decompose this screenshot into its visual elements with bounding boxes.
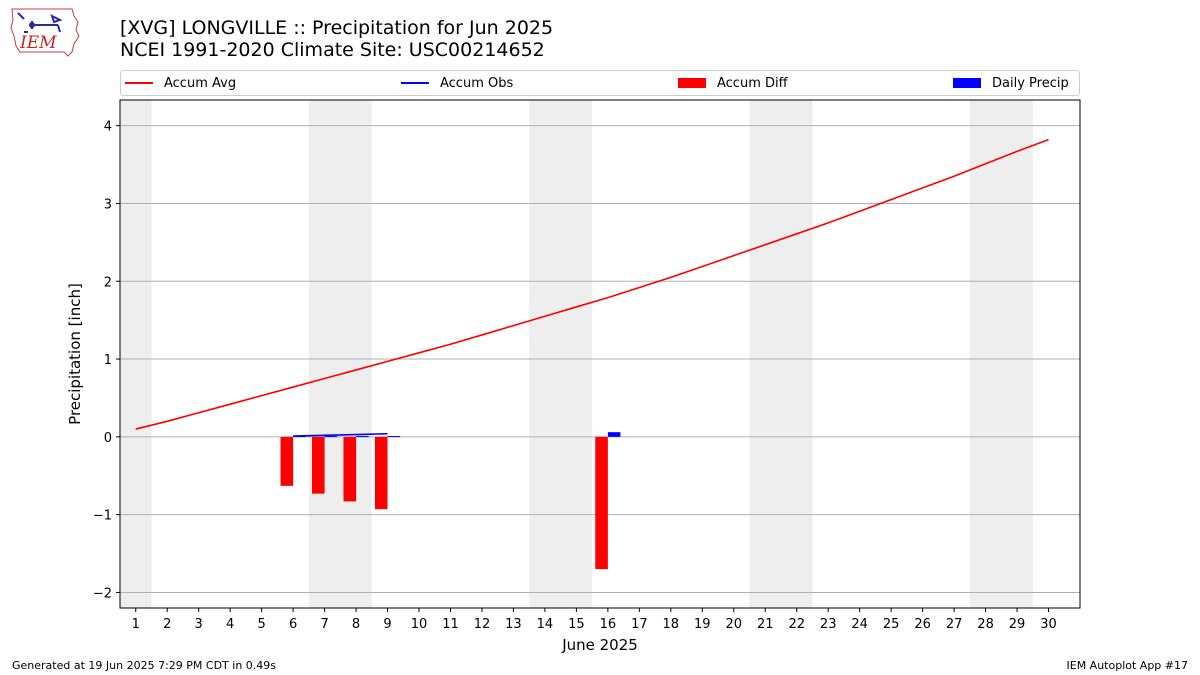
x-tick-label: 8	[352, 617, 360, 632]
x-tick-label: 22	[788, 617, 805, 632]
x-tick-label: 24	[851, 617, 868, 632]
x-tick-label: 19	[694, 617, 711, 632]
legend-item-accum-avg: Accum Avg	[125, 71, 236, 95]
daily-precip-bar	[324, 436, 338, 438]
x-tick-label: 27	[946, 617, 963, 632]
x-tick-label: 21	[757, 617, 774, 632]
x-tick-label: 13	[505, 617, 522, 632]
x-tick-label: 1	[132, 617, 140, 632]
legend-label-accum-avg: Accum Avg	[164, 75, 237, 91]
chart-title: [XVG] LONGVILLE :: Precipitation for Jun…	[120, 17, 554, 39]
accum-diff-bar	[374, 436, 388, 510]
legend-label-accum-diff: Accum Diff	[717, 75, 788, 91]
x-tick-label: 30	[1040, 617, 1057, 632]
x-tick-label: 20	[725, 617, 742, 632]
x-tick-label: 18	[663, 617, 680, 632]
legend: Accum Avg Accum Obs Accum Diff Daily Pre…	[120, 70, 1080, 96]
x-axis-label: June 2025	[561, 636, 638, 654]
accum-obs-line	[293, 432, 388, 437]
legend-swatch-accum-obs	[401, 82, 429, 84]
x-tick-label: 16	[600, 617, 617, 632]
x-tick-label: 23	[820, 617, 837, 632]
x-tick-label: 17	[631, 617, 648, 632]
weekend-band	[969, 100, 1033, 608]
y-tick-label: 0	[104, 431, 112, 446]
y-axis-label: Precipitation [inch]	[66, 283, 84, 425]
x-tick-label: 25	[883, 617, 900, 632]
legend-item-daily-precip: Daily Precip	[953, 71, 1069, 95]
daily-precip-bar	[387, 436, 401, 438]
plot-frame	[119, 99, 1081, 609]
weekend-band	[120, 100, 152, 608]
x-tick-label: 7	[320, 617, 328, 632]
y-tick-label: 3	[104, 197, 112, 212]
logo-text: IEM	[19, 33, 57, 53]
x-tick-label: 4	[226, 617, 234, 632]
y-tick-label: −2	[93, 586, 112, 601]
weekend-band	[529, 100, 593, 608]
legend-label-daily-precip: Daily Precip	[992, 75, 1069, 91]
x-tick-label: 10	[411, 617, 428, 632]
chart-subtitle: NCEI 1991-2020 Climate Site: USC00214652	[120, 39, 545, 61]
accum-diff-bar	[343, 436, 357, 502]
legend-label-accum-obs: Accum Obs	[440, 75, 514, 91]
daily-precip-bar	[607, 432, 621, 437]
x-tick-label: 6	[289, 617, 297, 632]
x-tick-label: 9	[383, 617, 391, 632]
accum-avg-line	[135, 138, 1049, 430]
legend-swatch-daily-precip	[953, 78, 981, 88]
accum-diff-bar	[312, 436, 325, 494]
legend-swatch-accum-diff	[678, 78, 706, 88]
weekend-band	[749, 100, 813, 608]
daily-precip-bar	[356, 436, 369, 438]
y-tick-label: −1	[93, 509, 112, 524]
x-tick-label: 28	[977, 617, 994, 632]
x-tick-label: 26	[914, 617, 931, 632]
x-tick-label: 12	[474, 617, 491, 632]
y-tick-label: 2	[104, 275, 112, 290]
footer-generated: Generated at 19 Jun 2025 7:29 PM CDT in …	[12, 659, 277, 672]
legend-swatch-accum-avg	[125, 82, 153, 84]
footer-app: IEM Autoplot App #17	[1066, 659, 1189, 672]
x-tick-label: 29	[1009, 617, 1026, 632]
x-tick-label: 3	[195, 617, 203, 632]
x-tick-label: 2	[163, 617, 171, 632]
legend-item-accum-diff: Accum Diff	[678, 71, 788, 95]
accum-diff-bar	[595, 436, 608, 570]
x-tick-label: 14	[537, 617, 554, 632]
legend-item-accum-obs: Accum Obs	[401, 71, 513, 95]
x-tick-label: 11	[442, 617, 459, 632]
y-tick-label: 1	[104, 353, 112, 368]
weekend-band	[308, 100, 372, 608]
iem-logo: IEM	[8, 6, 80, 58]
accum-diff-bar	[280, 436, 294, 486]
x-tick-label: 5	[257, 617, 265, 632]
x-tick-label: 15	[568, 617, 585, 632]
y-tick-label: 4	[104, 120, 112, 135]
